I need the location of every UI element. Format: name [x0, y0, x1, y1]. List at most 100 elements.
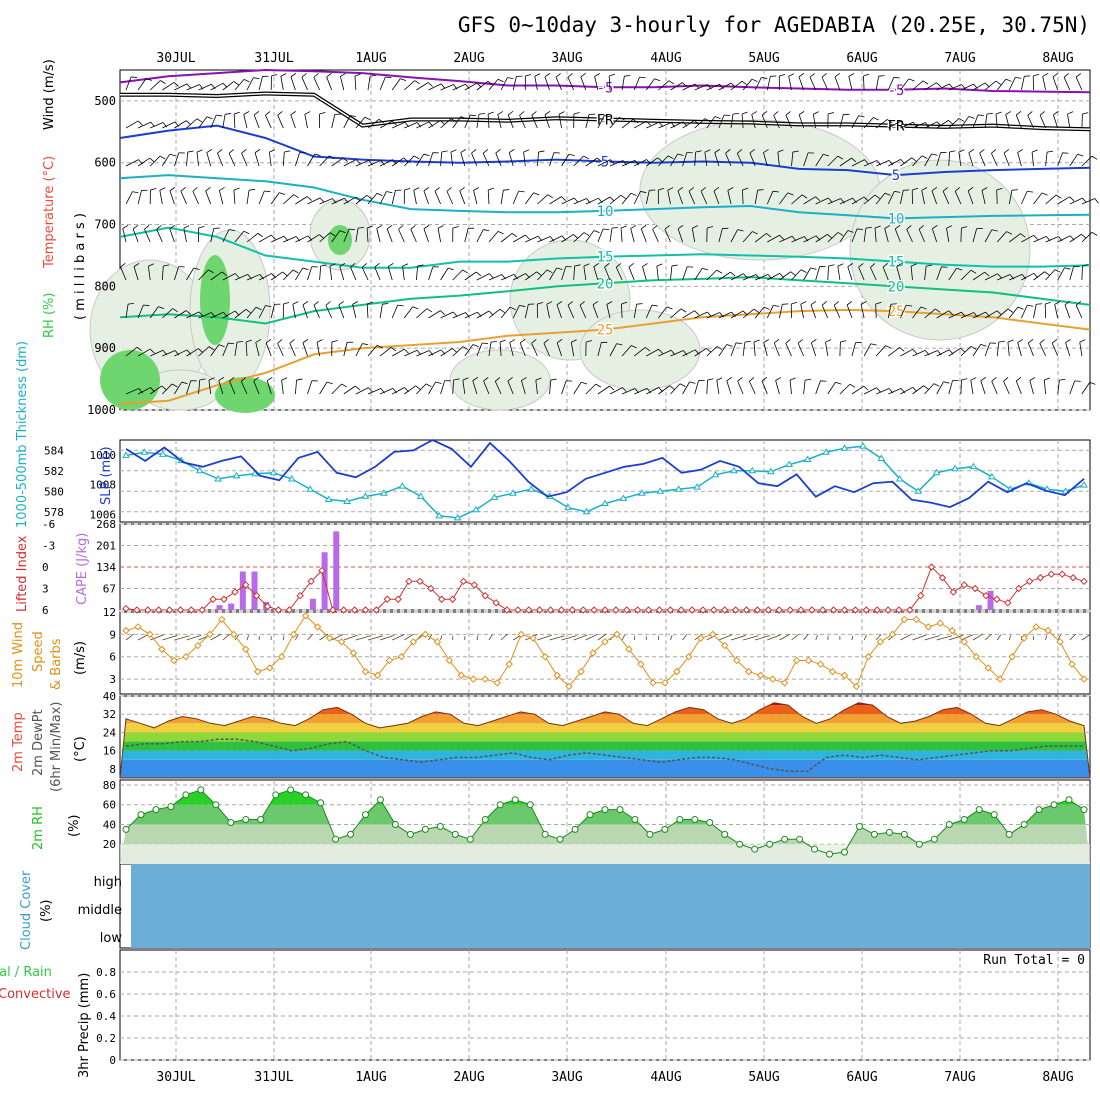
- rh2m-point: [258, 817, 264, 823]
- upper-wind-barb-flag: [596, 384, 601, 387]
- upper-wind-barb-flag: [786, 339, 791, 343]
- upper-wind-barb: [1003, 381, 1009, 394]
- thickness-point: [970, 464, 976, 469]
- upper-wind-barb-flag: [863, 74, 869, 76]
- wind10-point: [818, 661, 824, 667]
- rh2m-point: [871, 831, 877, 837]
- upper-wind-barb-flag: [532, 111, 537, 115]
- wind10-barb: [731, 635, 746, 640]
- upper-wind-barb-flag: [207, 149, 212, 152]
- upper-wind-barb-flag: [427, 309, 432, 312]
- upper-wind-barb-flag: [937, 83, 941, 87]
- frame-wind: [120, 612, 1090, 694]
- upper-wind-barb-flag: [293, 270, 298, 273]
- upper-wind-barb-flag: [595, 73, 600, 76]
- upper-wind-barb-flag: [326, 301, 331, 305]
- upper-wind-barb: [320, 382, 327, 394]
- upper-wind-barb: [937, 382, 944, 394]
- upper-wind-barb: [399, 229, 405, 242]
- upper-wind-barb-flag: [365, 117, 370, 119]
- upper-wind-barb-flag: [1045, 272, 1050, 276]
- date-label-bottom-5AUG: 5AUG: [748, 1070, 779, 1085]
- upper-wind-barb-flag: [776, 377, 781, 380]
- upper-wind-barb: [876, 346, 885, 356]
- pressure-tick-800: 800: [94, 279, 116, 293]
- upper-wind-barb-flag: [724, 115, 730, 116]
- cloud-unit: (%): [39, 900, 54, 923]
- upper-wind-barb-flag: [1055, 302, 1060, 305]
- upper-wind-barb-flag: [551, 379, 557, 380]
- upper-wind-barb: [488, 114, 489, 128]
- rh-shade-7: [450, 350, 550, 410]
- upper-wind-barb-flag: [1044, 378, 1050, 380]
- upper-wind-barb: [1009, 77, 1015, 90]
- upper-wind-barb-flag: [170, 187, 175, 190]
- upper-wind-barb: [170, 191, 174, 204]
- upper-wind-barb: [411, 229, 417, 242]
- upper-wind-barb: [416, 83, 428, 90]
- upper-wind-barb-flag: [1040, 111, 1045, 115]
- upper-wind-barb: [126, 77, 131, 90]
- upper-wind-barb: [219, 190, 222, 204]
- date-label-top-2AUG: 2AUG: [453, 51, 484, 66]
- upper-wind-barb: [509, 153, 513, 166]
- upper-wind-barb: [1070, 154, 1078, 166]
- upper-wind-barb: [586, 114, 589, 128]
- upper-wind-barb-flag: [489, 274, 493, 278]
- upper-wind-barb: [271, 193, 279, 204]
- upper-wind-barb-flag: [463, 270, 468, 273]
- run-total: Run Total = 0: [983, 953, 1085, 968]
- upper-wind-barb: [888, 348, 899, 356]
- upper-wind-barb: [441, 348, 453, 356]
- upper-wind-barb: [438, 228, 441, 242]
- upper-panel-labels: RH (%) Temperature (°C) Wind (m/s) ( m i…: [42, 59, 88, 338]
- upper-wind-barb: [925, 384, 934, 394]
- lifted-index-point: [417, 578, 423, 584]
- wind10-barb: [162, 636, 177, 640]
- upper-wind-barb: [126, 192, 133, 204]
- upper-wind-barb: [997, 342, 999, 356]
- upper-wind-barb-flag: [762, 111, 767, 115]
- upper-wind-barb: [586, 231, 594, 242]
- upper-wind-barb-flag: [1077, 154, 1083, 156]
- rh2m-point: [452, 831, 458, 837]
- upper-wind-barb-flag: [265, 111, 270, 115]
- upper-wind-barb-flag: [1052, 339, 1057, 343]
- upper-wind-barb-flag: [452, 348, 456, 352]
- rh2m-point: [1036, 807, 1042, 813]
- upper-wind-barb: [535, 76, 538, 90]
- contour-label-10-1: 10: [888, 211, 905, 227]
- contour-label-25-0: 25: [597, 323, 614, 339]
- upper-wind-barb-flag: [838, 264, 843, 266]
- lifted-index-point: [395, 596, 401, 602]
- upper-wind-barb-flag: [934, 384, 939, 387]
- upper-wind-barb-flag: [899, 348, 904, 352]
- upper-wind-barb-flag: [1042, 193, 1048, 195]
- upper-wind-barb-flag: [284, 151, 290, 152]
- upper-wind-barb: [786, 343, 792, 356]
- upper-wind-barb-flag: [535, 74, 540, 77]
- upper-wind-barb: [332, 158, 343, 166]
- upper-wind-barb: [1018, 343, 1022, 356]
- upper-wind-barb-flag: [603, 229, 609, 230]
- upper-wind-barb: [513, 191, 518, 204]
- temp-tick-32: 32: [103, 708, 116, 721]
- rh2m-point: [1081, 807, 1087, 813]
- upper-wind-barb: [804, 268, 811, 280]
- rh2m-point: [931, 836, 937, 842]
- upper-wind-barb-flag: [621, 226, 627, 228]
- upper-wind-barb: [1016, 381, 1021, 394]
- upper-wind-barb: [404, 307, 412, 318]
- upper-wind-barb-flag: [510, 339, 515, 342]
- upper-wind-barb-flag: [404, 188, 410, 190]
- upper-wind-barb-flag: [305, 112, 310, 115]
- upper-wind-barb-flag: [207, 117, 213, 119]
- upper-wind-barb-flag: [181, 187, 186, 191]
- upper-wind-barb: [291, 77, 295, 90]
- upper-wind-barb-flag: [561, 197, 565, 201]
- upper-wind-barb-flag: [717, 270, 722, 273]
- wind10-label-c: & Barbs: [49, 638, 64, 690]
- upper-wind-barb: [550, 197, 562, 204]
- upper-wind-barb-flag: [524, 150, 530, 152]
